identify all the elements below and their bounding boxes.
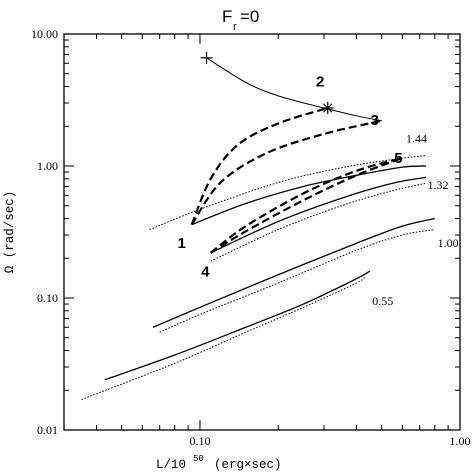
marker-layer — [200, 51, 334, 115]
x-tick-label: 1.00 — [450, 434, 471, 448]
point-label: 2 — [316, 74, 324, 91]
series-dotted-3 — [210, 182, 427, 262]
point-label: 3 — [371, 112, 379, 129]
series-dotted-7 — [81, 276, 366, 401]
series-dashed-10 — [190, 119, 382, 226]
series-dashed-9 — [190, 106, 329, 225]
plus-marker — [200, 51, 213, 64]
series-layer — [81, 57, 435, 401]
asterisk-marker — [321, 102, 334, 115]
y-tick-label: 0.10 — [37, 291, 58, 305]
point-label: 1 — [177, 235, 185, 252]
title-main: F — [222, 7, 232, 26]
x-axis-label: L/10 50 (erg×sec) — [156, 454, 282, 472]
x-axis-label-unit: (erg×sec) — [214, 458, 282, 472]
curve-label: 1.44 — [406, 131, 427, 145]
y-tick-label: 10.00 — [31, 27, 58, 41]
series-solid-6 — [104, 270, 371, 381]
curve-label: 1.32 — [428, 178, 449, 192]
series-solid-4 — [152, 217, 435, 328]
x-tick-label: 0.10 — [189, 434, 210, 448]
y-tick-label: 1.00 — [37, 159, 58, 173]
series-dotted-1 — [149, 155, 427, 231]
title-subscript: r — [233, 21, 237, 33]
point-labels: 1 2 3 4 5 — [177, 74, 402, 281]
x-axis-label-exponent: 50 — [193, 454, 204, 464]
series-solid-2 — [210, 176, 427, 254]
curve-labels: 1.44 1.32 1.00 0.55 — [372, 131, 458, 308]
curve-label: 0.55 — [372, 294, 393, 308]
series-solid-0 — [191, 165, 427, 226]
series-dashed-12 — [210, 156, 403, 254]
chart-title: F r =0 — [222, 7, 259, 33]
y-tick-label: 0.01 — [37, 423, 58, 437]
x-axis-label-base: L/10 — [156, 458, 186, 472]
curve-label: 1.00 — [438, 236, 459, 250]
series-dotted-5 — [159, 229, 435, 333]
plot-frame — [63, 33, 461, 431]
y-axis-label: Ω (rad/sec) — [3, 191, 17, 274]
series-dashed-11 — [210, 156, 403, 254]
series-thin-solid-8 — [206, 57, 382, 122]
axis-ticks — [63, 33, 461, 431]
point-label: 5 — [394, 150, 402, 167]
point-label: 4 — [201, 264, 210, 281]
axis-tick-labels: 0.10 1.00 10.00 1.00 0.10 0.01 — [31, 27, 471, 448]
asterisk-marker-stroke — [323, 103, 333, 113]
title-rest: =0 — [240, 7, 259, 26]
